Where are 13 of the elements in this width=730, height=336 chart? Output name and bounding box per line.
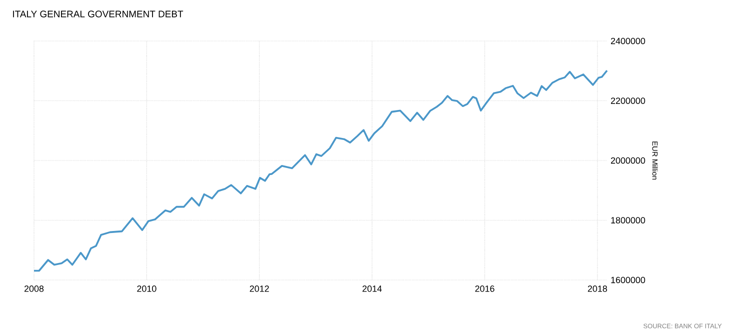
- x-tick-label: 2018: [588, 286, 608, 292]
- x-tick-label: 2008: [24, 286, 44, 292]
- y-tick-label: 2200000: [610, 98, 646, 104]
- x-tick-label: 2012: [250, 286, 269, 292]
- x-tick-label: 2014: [362, 286, 382, 292]
- x-tick-label: 2016: [475, 286, 494, 292]
- x-tick-label: 2010: [137, 286, 156, 292]
- y-tick-label: 2000000: [610, 157, 646, 164]
- chart-title: ITALY GENERAL GOVERNMENT DEBT: [13, 10, 184, 18]
- line-series: [33, 70, 608, 272]
- y-tick-label: 2400000: [610, 38, 646, 44]
- y-tick-label: 1800000: [611, 217, 646, 224]
- y-tick-label: 1600000: [611, 276, 646, 284]
